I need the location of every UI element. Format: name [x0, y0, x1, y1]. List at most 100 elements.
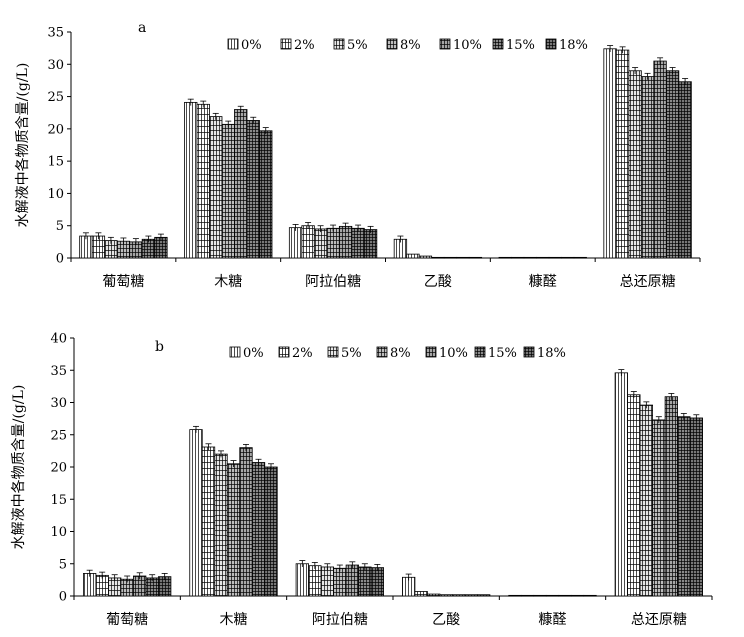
legend-swatch [386, 38, 398, 50]
bar [456, 256, 470, 259]
x-tick-label: 糠醛 [539, 611, 567, 628]
legend-label: 0% [241, 38, 262, 53]
y-tick-label: 10 [47, 187, 64, 202]
bar [536, 256, 550, 259]
x-tick-label: 葡萄糖 [106, 612, 148, 628]
bar [443, 256, 458, 259]
legend-label: 15% [488, 346, 517, 361]
legend-swatch [278, 346, 290, 358]
bar [678, 81, 692, 259]
y-tick-label: 10 [50, 525, 67, 540]
x-tick-label: 总还原糖 [631, 612, 687, 628]
y-tick-label: 40 [50, 332, 67, 347]
bar [313, 228, 328, 259]
panel-title: a [138, 20, 146, 36]
bar [234, 109, 248, 259]
legend-label: 10% [453, 38, 482, 53]
bar [333, 567, 347, 597]
bar [91, 235, 106, 259]
legend: 0% 2% 5% 8% 10% 15% 18% [229, 346, 566, 361]
bar [295, 563, 309, 597]
y-tick-label: 25 [50, 428, 67, 443]
legend-label: 5% [341, 346, 362, 361]
bar [520, 594, 535, 597]
bar [570, 594, 585, 597]
bar [653, 60, 667, 259]
x-tick-label: 阿拉伯糖 [312, 612, 368, 628]
bar [308, 565, 322, 597]
legend-label: 18% [537, 346, 566, 361]
bar [508, 594, 522, 597]
bar [251, 462, 266, 597]
bar [548, 256, 562, 259]
bar [226, 463, 241, 597]
bar [246, 120, 260, 259]
bar [214, 453, 228, 597]
bar [301, 225, 315, 259]
bar [414, 591, 428, 597]
legend-swatch [376, 346, 388, 358]
bar [452, 594, 466, 597]
bar [523, 256, 537, 259]
legend-swatch [333, 38, 345, 50]
y-tick-label: 15 [47, 155, 64, 170]
bar [665, 70, 680, 259]
bar [498, 256, 512, 259]
legend-swatch [227, 38, 239, 50]
bar [558, 594, 572, 597]
legend-label: 8% [390, 346, 411, 361]
panel-title: b [155, 339, 164, 355]
bar [259, 130, 273, 259]
y-tick-label: 5 [56, 219, 64, 234]
y-tick-label: 20 [50, 461, 67, 476]
bar [363, 229, 378, 259]
bar [545, 594, 560, 597]
bar [464, 594, 478, 597]
bar [533, 594, 547, 597]
bar [370, 567, 384, 597]
bar [209, 116, 223, 259]
bar [418, 255, 433, 259]
y-axis-label: 水解液中各物质含量/(g/L) [11, 385, 27, 550]
legend-label: 5% [347, 38, 368, 53]
y-tick-label: 25 [47, 90, 64, 105]
bar [189, 429, 203, 597]
bar [184, 101, 198, 259]
bar [351, 227, 365, 259]
legend-label: 0% [243, 346, 264, 361]
bar [689, 417, 703, 597]
bar [511, 256, 525, 259]
bar [628, 70, 642, 259]
legend-swatch [425, 346, 437, 358]
bar [614, 372, 628, 597]
y-tick-label: 35 [50, 364, 67, 379]
bar [640, 76, 655, 259]
x-tick-label: 乙酸 [424, 274, 452, 290]
bar [288, 227, 303, 259]
bar [79, 235, 93, 259]
y-axis-label: 水解液中各物质含量/(g/L) [15, 63, 31, 228]
y-tick-label: 20 [47, 122, 64, 137]
bar [573, 256, 587, 259]
bar [196, 103, 210, 259]
bar [201, 446, 216, 597]
legend-swatch [545, 38, 557, 50]
bar [345, 564, 359, 597]
legend: 0% 2% 5% 8% 10% 15% 18% [227, 38, 588, 53]
x-tick-label: 阿拉伯糖 [305, 274, 361, 290]
y-tick-label: 30 [47, 58, 64, 73]
legend-swatch [492, 38, 504, 50]
legend-label: 2% [292, 346, 313, 361]
y-tick-label: 5 [59, 557, 67, 572]
bar [431, 256, 445, 259]
legend-label: 2% [294, 38, 315, 53]
legend-label: 10% [439, 346, 468, 361]
y-tick-label: 30 [50, 396, 67, 411]
bar [615, 49, 630, 259]
bar [603, 48, 617, 259]
y-tick-label: 0 [56, 252, 64, 267]
bar [326, 227, 340, 259]
legend-swatch [229, 346, 241, 358]
bar [652, 419, 666, 597]
x-tick-label: 木糖 [220, 612, 248, 628]
